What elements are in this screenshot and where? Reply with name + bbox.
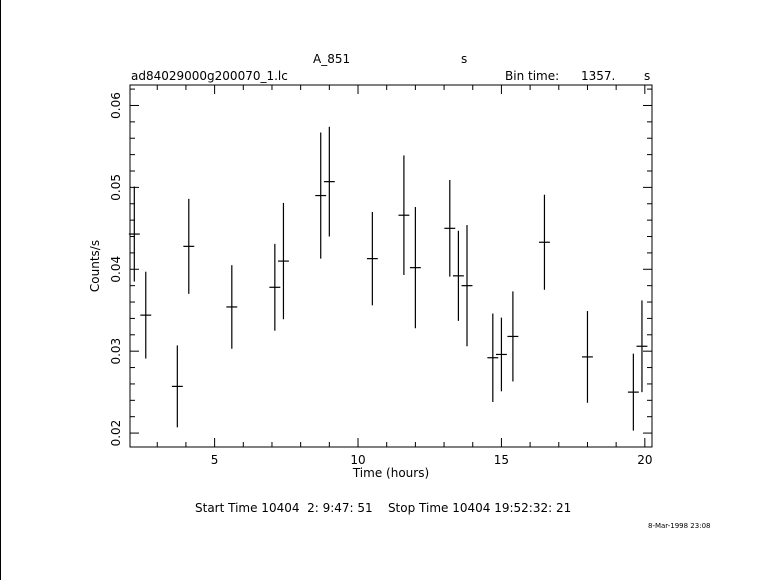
- data-points: [128, 126, 648, 431]
- data-point: [269, 243, 281, 331]
- data-point: [636, 300, 648, 393]
- plot-date: 8-Mar-1998 23:08: [648, 522, 710, 530]
- data-point: [627, 353, 639, 431]
- data-point: [171, 345, 183, 428]
- x-axis-label: Time (hours): [352, 466, 429, 480]
- data-point: [323, 126, 335, 237]
- x-tick-label: 20: [637, 453, 652, 467]
- chart-title: A_851: [313, 52, 350, 66]
- data-point: [315, 132, 327, 259]
- title-unit-hint: s: [461, 52, 467, 66]
- data-point: [277, 202, 289, 320]
- data-point: [538, 194, 550, 290]
- data-point: [452, 230, 464, 321]
- axis-ticks: 5 10 15 20 0.02 0.03 0.04 0.05 0.06: [109, 85, 652, 467]
- x-tick-label: 10: [350, 453, 365, 467]
- data-point: [444, 180, 456, 277]
- data-point: [398, 155, 410, 276]
- data-point: [461, 225, 473, 347]
- y-axis-label: Counts/s: [88, 240, 102, 292]
- data-point: [487, 313, 499, 402]
- data-point: [128, 186, 140, 282]
- data-point: [582, 311, 593, 403]
- data-point: [140, 271, 152, 359]
- y-tick-label: 0.05: [109, 174, 123, 201]
- data-point: [366, 211, 378, 306]
- data-point: [507, 291, 519, 382]
- file-name-label: ad84029000g200070_1.lc: [131, 69, 288, 83]
- plot-frame: [129, 84, 653, 448]
- y-tick-label: 0.04: [109, 256, 123, 283]
- data-point: [495, 317, 507, 392]
- start-stop-time: Start Time 10404 2: 9:47: 51 Stop Time 1…: [195, 501, 571, 515]
- bin-time-value: 1357.: [581, 69, 615, 83]
- y-tick-label: 0.03: [109, 338, 123, 365]
- x-tick-label: 15: [494, 453, 509, 467]
- y-tick-label: 0.02: [109, 420, 123, 447]
- data-point: [409, 207, 421, 329]
- data-point: [183, 198, 195, 294]
- data-point: [226, 265, 238, 349]
- x-tick-label: 5: [211, 453, 219, 467]
- bin-time-label: Bin time:: [505, 69, 559, 83]
- y-tick-label: 0.06: [109, 92, 123, 119]
- bin-time-unit: s: [644, 69, 650, 83]
- window-left-border: [0, 0, 1, 580]
